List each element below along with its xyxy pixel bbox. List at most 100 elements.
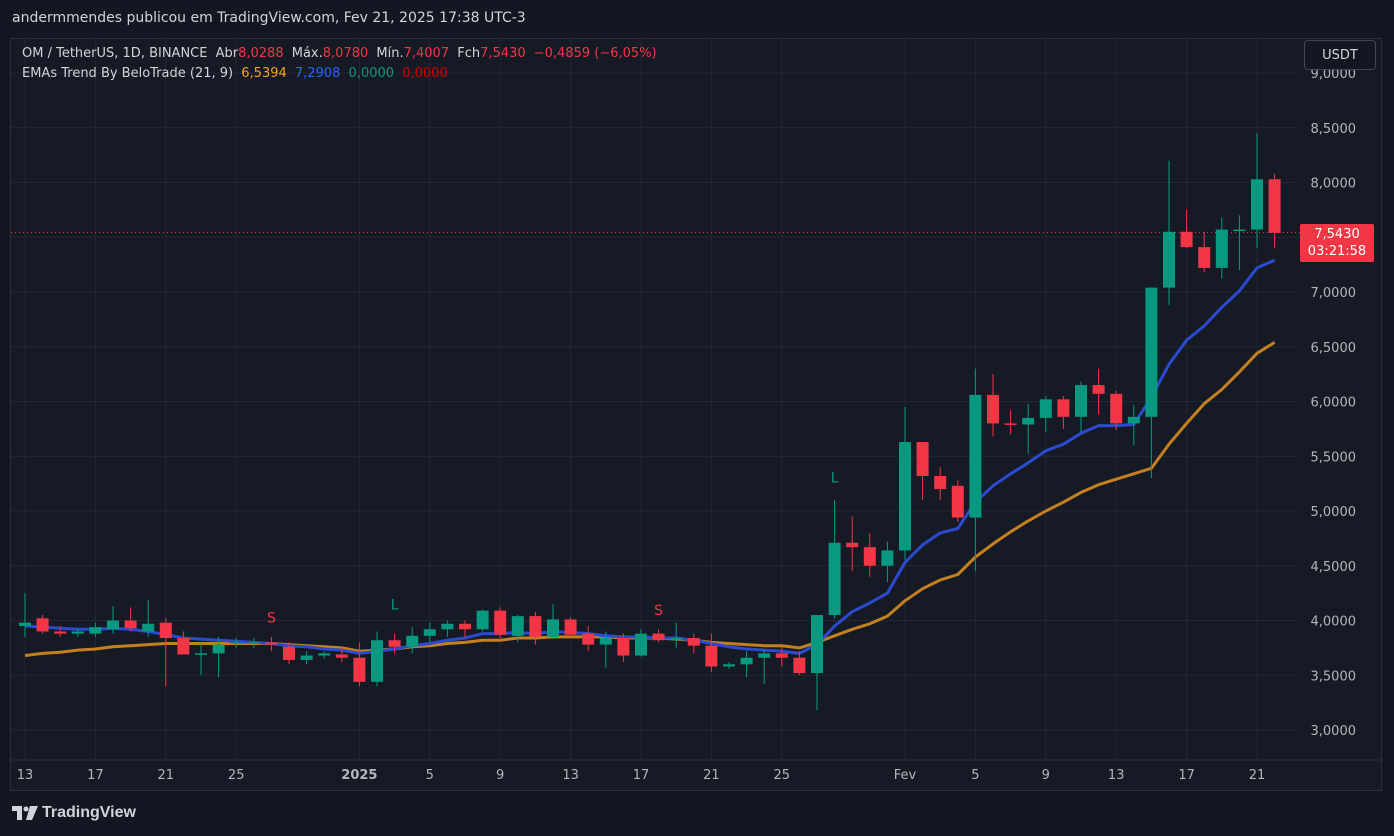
candle-body	[934, 475, 947, 490]
candle-body	[388, 640, 401, 647]
candle-body	[177, 638, 190, 655]
candle-body	[951, 485, 964, 518]
x-tick-label: 17	[87, 768, 104, 783]
candle-body	[124, 620, 137, 629]
candle-body	[758, 653, 771, 658]
candle-body	[36, 618, 49, 632]
x-tick-label: Fev	[894, 768, 917, 783]
candle-body	[300, 655, 313, 660]
candle-body	[1057, 399, 1070, 417]
candle-body	[547, 619, 559, 637]
candle-body	[599, 638, 612, 645]
candle-body	[1092, 385, 1105, 394]
x-tick-label: 13	[17, 768, 34, 783]
candle-body	[740, 657, 753, 665]
candle-body	[54, 631, 67, 634]
last-price-value: 7,5430	[1314, 227, 1360, 242]
y-tick-label: 3,0000	[1311, 724, 1357, 739]
y-tick-label: 8,5000	[1311, 122, 1357, 137]
candle-body	[723, 664, 735, 667]
candle-body	[441, 623, 454, 630]
last-price-label: 7,5430 03:21:58	[1300, 224, 1374, 262]
candle-body	[881, 550, 894, 566]
indicator-legend: EMAs Trend By BeloTrade (21, 9) 6,5394 7…	[22, 66, 452, 81]
footer-brand: TradingView	[12, 804, 136, 822]
ema-fast-line	[24, 258, 1276, 655]
x-tick-label: 21	[158, 768, 175, 783]
candle-body	[1215, 229, 1228, 268]
candle-body	[1180, 231, 1193, 248]
ema9-value: 7,2908	[294, 66, 341, 81]
candle-body	[617, 638, 630, 656]
signal-label: S	[267, 611, 276, 627]
candle-body	[564, 619, 577, 635]
high-label: Máx.	[291, 46, 323, 61]
candle-body	[1251, 179, 1263, 230]
y-tick-label: 4,0000	[1311, 615, 1357, 630]
low-label: Mín.	[376, 46, 404, 61]
publisher-text: andermmendes publicou em TradingView.com…	[12, 10, 526, 26]
candle-body	[1004, 423, 1017, 425]
high-value: 8,0780	[322, 46, 369, 61]
candle-body	[529, 616, 542, 637]
candle-body	[811, 615, 823, 674]
candle-body	[247, 642, 260, 644]
candle-body	[371, 640, 383, 682]
candle-body	[318, 653, 331, 656]
candle-body	[775, 653, 788, 658]
candle-body	[1075, 385, 1087, 417]
candle-body	[511, 616, 524, 636]
candle-body	[1127, 416, 1140, 424]
y-tick-label: 3,5000	[1311, 669, 1357, 684]
candle-body	[916, 442, 929, 476]
candle-body	[1198, 247, 1211, 268]
candle-body	[652, 633, 665, 641]
candle-body	[107, 620, 119, 630]
x-tick-label: 17	[1178, 768, 1195, 783]
candle-body	[159, 622, 172, 639]
candle-body	[899, 442, 911, 551]
x-tick-label: 5	[971, 768, 979, 783]
candle-body	[1022, 417, 1035, 425]
candle-body	[89, 627, 102, 634]
symbol-name[interactable]: OM / TetherUS, 1D, BINANCE	[22, 46, 208, 61]
close-value: 7,5430	[480, 46, 526, 61]
candle-body	[793, 657, 806, 674]
x-tick-label: 13	[1108, 768, 1125, 783]
candle-body	[353, 657, 366, 682]
candle-body	[846, 542, 859, 548]
y-tick-label: 6,5000	[1311, 341, 1357, 356]
candle-body	[494, 610, 507, 635]
y-tick-label: 8,0000	[1311, 177, 1357, 192]
low-value: 7,4007	[403, 46, 450, 61]
open-value: 8,0288	[238, 46, 284, 61]
candle-body	[406, 635, 419, 647]
candle-body	[195, 653, 207, 655]
signal-label: L	[831, 471, 839, 487]
candle-body	[705, 645, 718, 667]
indicator-value-4: 0,0000	[402, 66, 448, 81]
candle-body	[283, 646, 295, 660]
ema21-value: 6,5394	[241, 66, 287, 81]
candle-body	[969, 394, 982, 518]
x-tick-label: 25	[228, 768, 245, 783]
candle-body	[987, 394, 999, 424]
candle-body	[1039, 399, 1052, 418]
y-tick-label: 9,0000	[1311, 67, 1357, 82]
candle-body	[476, 610, 489, 630]
candle-body	[265, 642, 278, 645]
candle-body	[19, 622, 31, 626]
currency-button[interactable]: USDT	[1304, 40, 1376, 70]
candle-body	[230, 642, 243, 644]
x-tick-label: 25	[774, 768, 791, 783]
indicator-name[interactable]: EMAs Trend By BeloTrade (21, 9)	[22, 66, 234, 81]
candle-body	[423, 629, 436, 636]
open-label: Abr	[215, 46, 239, 61]
x-tick-label: 5	[426, 768, 434, 783]
candle-body	[142, 623, 155, 632]
change-value: −0,4859 (−6,05%)	[533, 46, 657, 61]
footer-brand-text: TradingView	[42, 804, 136, 821]
signal-label: S	[654, 603, 663, 619]
candle-body	[1110, 393, 1123, 424]
